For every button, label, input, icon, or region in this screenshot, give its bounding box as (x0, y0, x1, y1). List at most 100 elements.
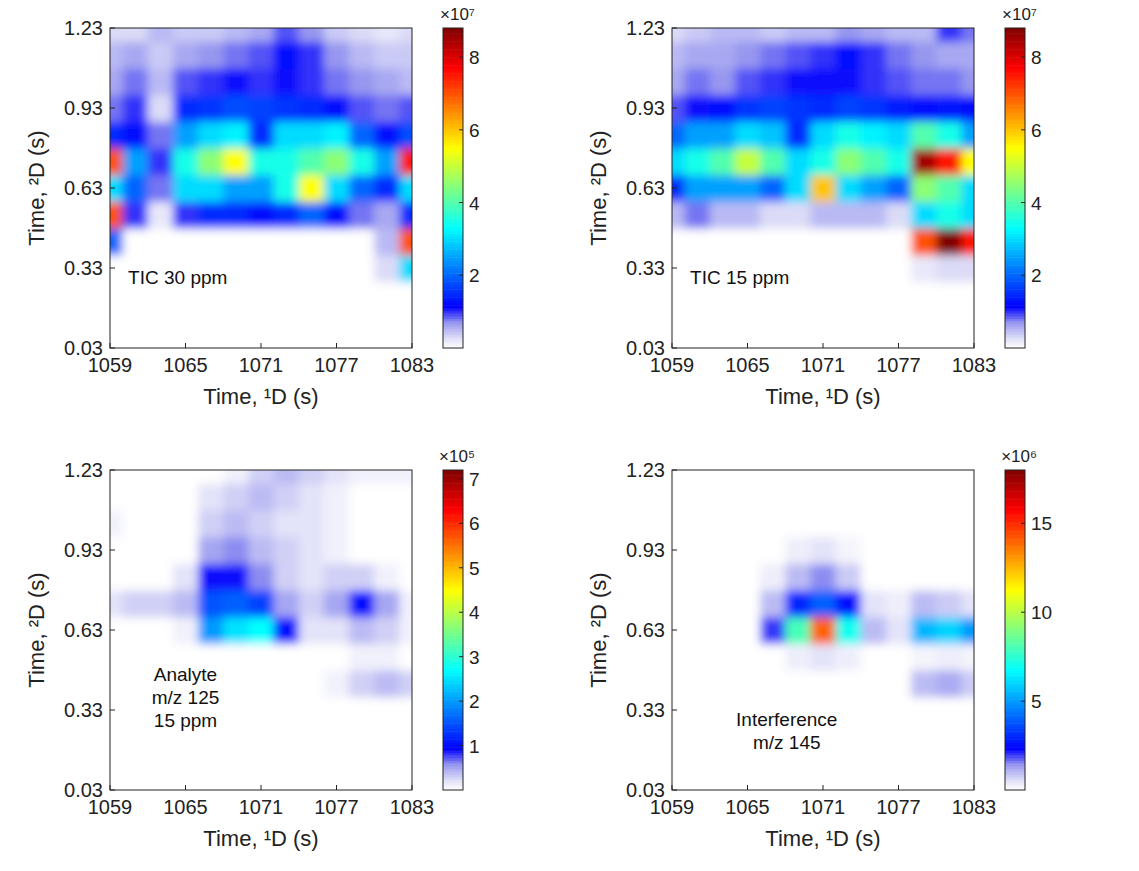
heatmap-cell (399, 335, 412, 348)
heatmap-cell (672, 643, 685, 670)
heatmap-cell (961, 228, 974, 255)
heatmap-cell (248, 537, 274, 564)
heatmap-cell (936, 68, 962, 95)
plot-background (672, 470, 974, 790)
heatmap-cell (785, 750, 811, 777)
heatmap-cell (173, 777, 199, 790)
heatmap-cell (324, 201, 350, 228)
heatmap-cell (324, 470, 350, 484)
heatmap-cell (961, 723, 974, 750)
heatmap-cell (672, 308, 685, 335)
x-tick-label: 1083 (952, 796, 997, 818)
colorbar-frame (1005, 28, 1025, 348)
heatmap-cell (299, 697, 325, 724)
heatmap-cell (810, 148, 836, 175)
heatmap-cell (399, 537, 412, 564)
heatmap-cell (349, 777, 375, 790)
heatmap-cell (911, 281, 937, 308)
heatmap-cell (936, 643, 962, 670)
heatmap-cell (223, 510, 249, 537)
heatmap-cell (672, 670, 685, 697)
heatmap-cell (148, 483, 174, 510)
y-tick (672, 188, 677, 189)
heatmap-cell (173, 95, 199, 122)
heatmap-cell (299, 148, 325, 175)
colorbar-frame (443, 28, 463, 348)
heatmap-cell (110, 670, 123, 697)
heatmap-cell (123, 175, 149, 202)
heatmap-cell (349, 590, 375, 617)
heatmap-cell (911, 41, 937, 68)
heatmap-cell (399, 308, 412, 335)
heatmap-cell (836, 255, 862, 282)
heatmap-cell (324, 563, 350, 590)
heatmap-cell (299, 201, 325, 228)
heatmap-cell (911, 175, 937, 202)
annotation: m/z 125 (152, 687, 220, 708)
heatmap-cell (735, 335, 761, 348)
colorbar-tick (459, 275, 463, 276)
heatmap-cell (299, 255, 325, 282)
y-tick-label: 1.23 (626, 459, 665, 481)
colorbar-label: ×10⁶ (1001, 447, 1037, 466)
annotation: Interference (736, 709, 837, 730)
heatmap-cell (760, 175, 786, 202)
heatmap-cell (785, 121, 811, 148)
heatmap-cell (123, 537, 149, 564)
heatmap-cell (299, 483, 325, 510)
heatmap-cell (223, 201, 249, 228)
heatmap-cell (148, 470, 174, 484)
heatmap-cell (299, 28, 325, 42)
heatmap-cell (735, 68, 761, 95)
heatmap-cell (223, 723, 249, 750)
heatmap-cell (299, 470, 325, 484)
x-tick-label: 1077 (314, 354, 359, 376)
heatmap-cell (248, 643, 274, 670)
heatmap-cell (886, 335, 912, 348)
heatmap-cell (248, 28, 274, 42)
heatmap-cell (148, 617, 174, 644)
heatmap-cell (810, 670, 836, 697)
heatmap-cell (911, 255, 937, 282)
heatmap-cell (374, 510, 400, 537)
x-tick (823, 343, 824, 348)
heatmap-cell (173, 201, 199, 228)
heatmap-cell (710, 121, 736, 148)
heatmap-cell (961, 121, 974, 148)
heatmap-cell (911, 335, 937, 348)
heatmap-cell (274, 750, 300, 777)
heatmap-cell (248, 281, 274, 308)
heatmap-cell (936, 483, 962, 510)
heatmap-cell (374, 563, 400, 590)
heatmap-cell (886, 121, 912, 148)
heatmap-cell (936, 175, 962, 202)
heatmap-cell (685, 590, 711, 617)
heatmap-cell (274, 777, 300, 790)
heatmap-cell (911, 228, 937, 255)
heatmap-cell (810, 510, 836, 537)
heatmap-cell (710, 335, 736, 348)
heatmap-cell (936, 723, 962, 750)
heatmap-cell (110, 255, 123, 282)
colorbar-tick-label: 4 (469, 602, 480, 623)
heatmap-cell (936, 537, 962, 564)
heatmap-cell (123, 617, 149, 644)
colorbar-tick-label: 8 (1031, 47, 1042, 68)
heatmap-cell (198, 617, 224, 644)
heatmap-cell (961, 470, 974, 484)
heatmap-cell (961, 308, 974, 335)
heatmap-cell (785, 175, 811, 202)
heatmap-cell (349, 670, 375, 697)
heatmap-cell (349, 617, 375, 644)
heatmap-cell (760, 201, 786, 228)
heatmap-cell (685, 175, 711, 202)
heatmap-cell (911, 510, 937, 537)
heatmap-cell (911, 723, 937, 750)
x-tick (185, 343, 186, 348)
heatmap-cell (123, 228, 149, 255)
y-tick-label: 0.03 (64, 779, 103, 801)
heatmap-cell (735, 750, 761, 777)
heatmap-cell (349, 68, 375, 95)
heatmap-cell (110, 148, 123, 175)
x-tick (185, 785, 186, 790)
